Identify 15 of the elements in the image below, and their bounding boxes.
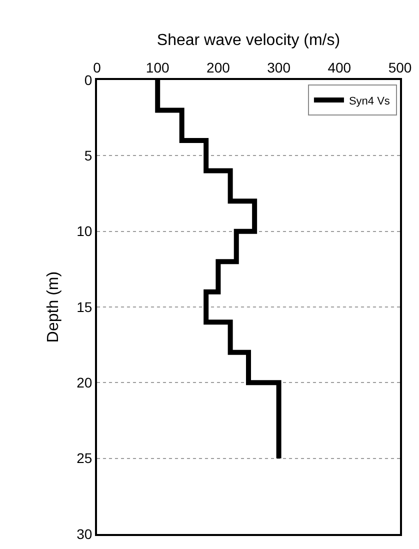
- y-tick-label: 0: [84, 72, 92, 88]
- y-axis-title: Depth (m): [45, 271, 62, 343]
- y-tick-label: 20: [76, 374, 92, 391]
- legend-label: Syn4 Vs: [348, 95, 390, 108]
- x-tick-label: 200: [206, 59, 230, 76]
- x-tick-label: 400: [328, 59, 352, 76]
- y-tick-label: 10: [76, 223, 92, 240]
- y-tick-label: 30: [76, 526, 92, 542]
- x-tick-label: 300: [267, 59, 291, 76]
- x-axis-title: Shear wave velocity (m/s): [156, 32, 340, 49]
- x-tick-label: 100: [146, 59, 170, 76]
- x-tick-label: 500: [388, 59, 412, 76]
- y-tick-label: 15: [76, 298, 92, 315]
- y-tick-label: 25: [76, 450, 92, 466]
- y-tick-label: 5: [84, 148, 92, 164]
